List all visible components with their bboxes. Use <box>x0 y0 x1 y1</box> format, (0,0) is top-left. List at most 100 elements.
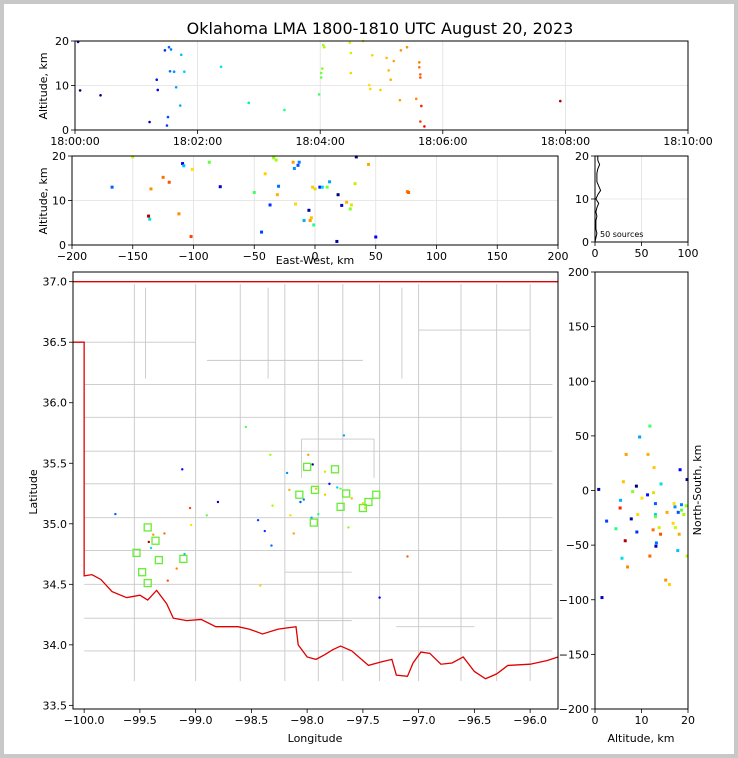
y-tick-label: 10 <box>575 193 589 206</box>
source-point <box>270 544 273 547</box>
source-point <box>311 185 315 189</box>
source-point <box>161 175 165 179</box>
source-point <box>407 190 411 194</box>
source-point <box>181 162 185 166</box>
x-tick-label: 200 <box>548 250 569 263</box>
x-tick-label: 18:08:00 <box>541 135 590 148</box>
source-point <box>317 512 320 516</box>
source-point <box>183 552 186 556</box>
source-point <box>307 208 311 212</box>
y-tick-label: 36.5 <box>43 336 68 349</box>
y-axis-label: Altitude, km <box>37 167 50 234</box>
source-point <box>636 513 640 517</box>
source-point <box>651 528 655 532</box>
source-point <box>363 506 367 510</box>
source-point <box>179 53 183 57</box>
source-point <box>654 544 658 548</box>
y-tick-label: 20 <box>575 150 589 163</box>
axes-frame <box>74 40 689 131</box>
source-point <box>621 480 625 484</box>
lma-station-marker <box>309 518 318 527</box>
source-point <box>368 87 372 91</box>
source-point <box>252 190 256 194</box>
x-tick-label: 20 <box>681 714 695 727</box>
source-point <box>679 508 683 512</box>
source-point <box>314 487 318 490</box>
source-point <box>294 202 298 206</box>
x-axis-label: Longitude <box>288 732 343 745</box>
source-point <box>349 203 353 207</box>
y-tick-label: 35.5 <box>43 457 68 470</box>
y-tick-label: 100 <box>568 375 589 388</box>
lma-station-marker <box>342 489 351 498</box>
source-point <box>648 554 652 558</box>
lma-station-marker <box>154 555 164 565</box>
state-border-south <box>73 341 559 680</box>
source-point <box>626 565 630 569</box>
lma-station-marker <box>330 465 340 474</box>
source-point <box>367 83 371 87</box>
source-point <box>418 65 421 69</box>
x-tick-label: −99.5 <box>123 714 157 727</box>
lma-station-marker <box>372 490 381 499</box>
source-point <box>328 180 332 184</box>
source-point <box>659 532 663 536</box>
source-point <box>629 517 633 521</box>
source-point <box>406 555 409 558</box>
source-point <box>178 104 182 107</box>
y-tick-label: −100 <box>559 594 589 607</box>
lma-station-marker <box>143 578 152 588</box>
source-point <box>99 93 102 97</box>
source-point <box>685 478 689 482</box>
x-axis-label: Altitude, km <box>607 732 674 745</box>
source-point <box>165 124 169 127</box>
source-point <box>361 502 365 505</box>
source-point <box>149 546 153 550</box>
source-point <box>392 59 396 63</box>
source-point <box>320 67 324 70</box>
source-point <box>169 48 173 51</box>
axes-frame <box>72 271 559 710</box>
x-tick-label: −200 <box>57 250 87 263</box>
source-point <box>285 471 289 475</box>
source-point <box>289 514 292 517</box>
source-point <box>181 468 184 471</box>
source-point <box>423 125 426 128</box>
source-point <box>297 160 301 164</box>
source-point <box>259 584 262 587</box>
source-point <box>188 506 192 510</box>
source-point <box>558 99 562 103</box>
source-point <box>296 163 300 167</box>
x-tick-label: 18:10:00 <box>663 135 712 148</box>
source-point <box>654 541 658 545</box>
lma-station-marker <box>151 536 160 545</box>
source-point <box>244 425 248 429</box>
x-tick-label: 50 <box>369 250 383 263</box>
source-point <box>272 156 276 160</box>
source-point <box>218 185 222 189</box>
source-point <box>263 172 267 176</box>
source-point <box>292 532 295 535</box>
y-tick-label: −50 <box>566 539 589 552</box>
source-point <box>419 76 422 79</box>
lma-station-marker <box>137 568 147 577</box>
plan-view-map-panel: −100.0 −99.5 −99.0 −98.5 −98.0 −97.5 −97.0 −96.… <box>27 271 559 745</box>
y-tick-label: 0 <box>59 239 66 252</box>
source-point <box>336 486 339 489</box>
source-point <box>387 69 390 72</box>
y-axis-label: North-South, km <box>691 445 704 536</box>
x-tick-label: 0 <box>312 250 319 263</box>
source-point <box>174 85 178 89</box>
source-point <box>172 70 176 74</box>
x-tick-label: −96.0 <box>513 714 547 727</box>
source-point <box>177 212 181 216</box>
source-point <box>283 108 286 112</box>
source-point <box>348 41 352 45</box>
source-point <box>664 578 668 582</box>
source-point <box>597 487 601 491</box>
source-point <box>110 185 114 189</box>
x-tick-label: 150 <box>487 250 508 263</box>
source-point <box>350 497 353 500</box>
source-point <box>419 73 422 76</box>
source-point <box>168 69 172 73</box>
